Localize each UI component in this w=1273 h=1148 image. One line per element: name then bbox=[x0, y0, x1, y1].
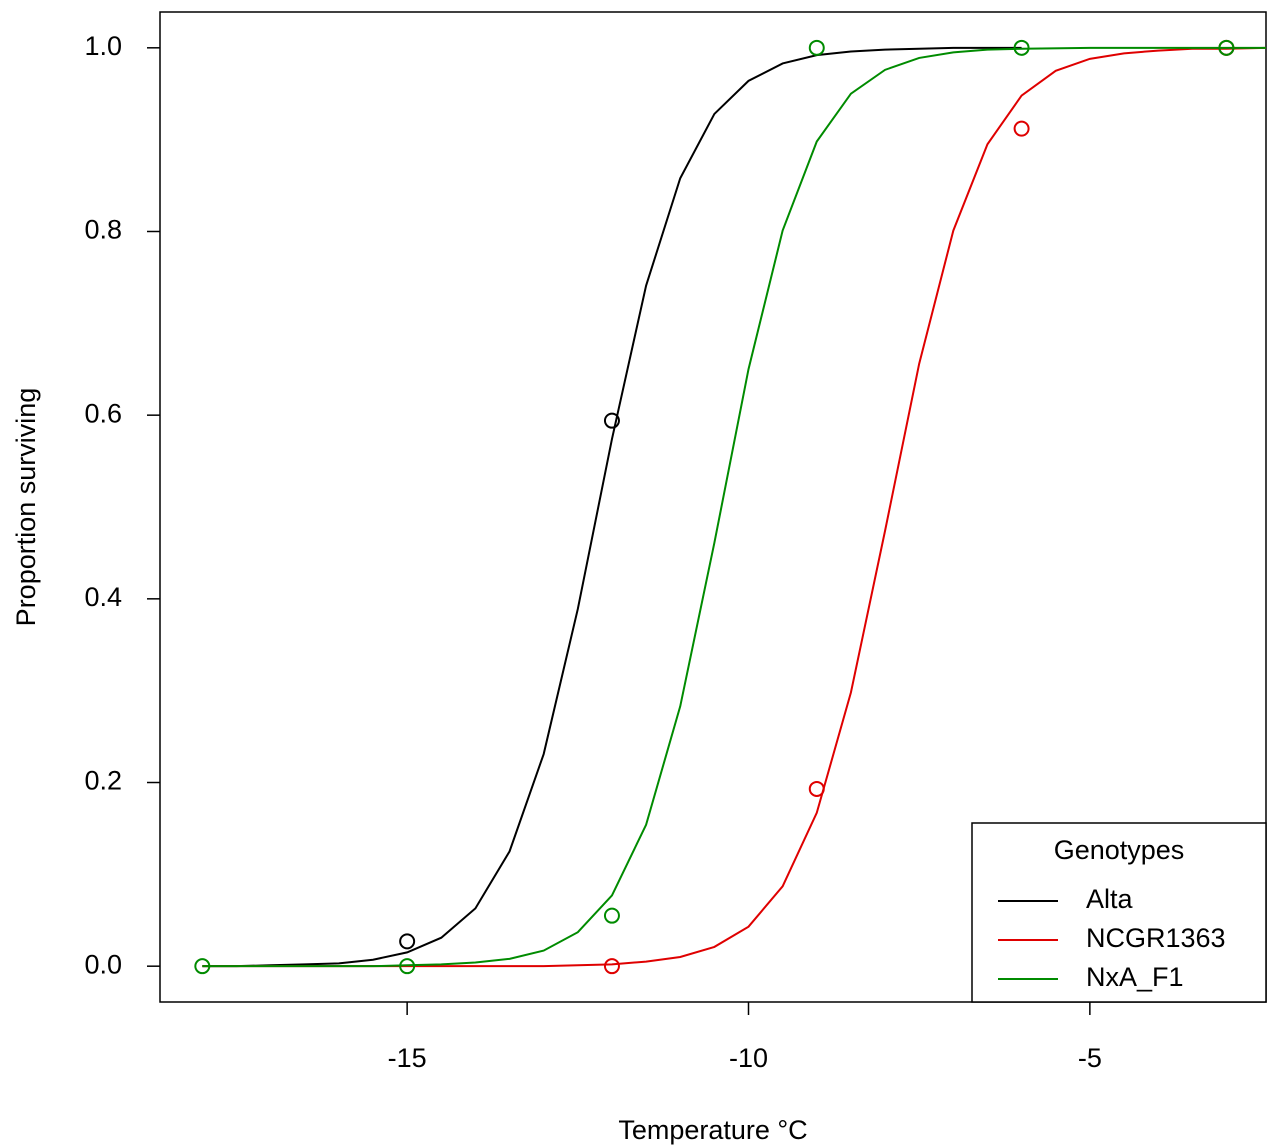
x-tick-label: -5 bbox=[1078, 1043, 1102, 1073]
legend-label: Alta bbox=[1086, 884, 1134, 914]
legend-label: NxA_F1 bbox=[1086, 962, 1184, 992]
y-tick-label: 0.4 bbox=[84, 582, 122, 612]
data-point bbox=[808, 39, 825, 56]
y-axis-label: Proportion surviving bbox=[11, 388, 41, 627]
fit-curve bbox=[202, 46, 1267, 968]
data-point bbox=[399, 933, 416, 950]
x-tick-label: -15 bbox=[388, 1043, 427, 1073]
data-point bbox=[808, 780, 825, 797]
x-axis-label: Temperature °C bbox=[618, 1115, 807, 1145]
data-point bbox=[1013, 39, 1030, 56]
data-point bbox=[603, 907, 620, 924]
legend-title: Genotypes bbox=[1054, 835, 1185, 865]
y-tick-label: 0.8 bbox=[84, 215, 122, 245]
legend-label: NCGR1363 bbox=[1086, 923, 1226, 953]
fit-curve bbox=[202, 46, 1266, 968]
y-tick-label: 0.0 bbox=[84, 949, 122, 979]
fit-curve bbox=[202, 46, 1022, 968]
data-point bbox=[603, 412, 620, 429]
x-tick-label: -10 bbox=[729, 1043, 768, 1073]
legend-box bbox=[971, 822, 1267, 1003]
y-tick-label: 0.6 bbox=[84, 398, 122, 428]
data-point bbox=[1013, 120, 1030, 137]
y-tick-label: 0.2 bbox=[84, 766, 122, 796]
data-point bbox=[194, 958, 211, 975]
plot-frame bbox=[159, 11, 1267, 1003]
data-point bbox=[1218, 39, 1235, 56]
y-tick-label: 1.0 bbox=[84, 31, 122, 61]
data-point bbox=[399, 958, 416, 975]
data-point bbox=[603, 958, 620, 975]
